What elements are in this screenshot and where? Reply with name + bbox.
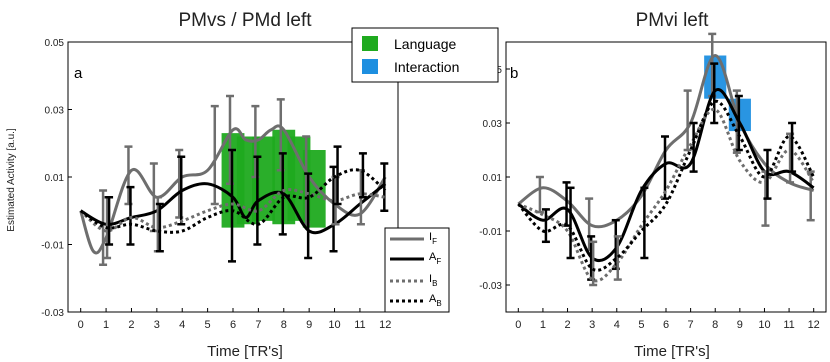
x-tick-label-a-4: 4 [179, 319, 185, 331]
legend-label-ib-sub: B [432, 279, 437, 288]
error-bar-ab-a-0 [105, 196, 114, 246]
x-tick-label-a-1: 1 [103, 319, 109, 331]
error-bar-af-b-4 [710, 62, 719, 125]
error-bar-ab-b-1 [566, 186, 575, 260]
error-bar-af-a-1 [177, 155, 186, 226]
x-tick-label-a-7: 7 [255, 319, 261, 331]
x-tick-label-b-4: 4 [614, 319, 620, 331]
y-tick-label-b-0: -0.03 [479, 281, 502, 292]
legend-interaction-label: Interaction [394, 59, 459, 75]
x-tick-label-a-6: 6 [230, 319, 236, 331]
error-bar-af-a-2 [228, 148, 236, 263]
error-bar-if-b-0 [535, 175, 544, 214]
error-bar-ab-a-3 [358, 152, 367, 199]
error-bar-ab-a-1 [155, 202, 164, 253]
panel-b: PMvi left b Time [TR's] 0 1 2 3 4 5 6 7 8 9 10 11 12… [479, 10, 827, 360]
line-legend: IF AF IB AB [384, 227, 450, 313]
x-axis-label-a: Time [TR's] [207, 343, 283, 360]
x-tick-label-a-9: 9 [306, 319, 312, 331]
legend-label-ab-sub: B [436, 299, 441, 308]
error-bar-af-a-5 [304, 172, 313, 260]
x-tick-label-b-10: 10 [758, 319, 770, 331]
panel-label-b: b [510, 65, 518, 82]
error-bar-af-a-7 [380, 162, 389, 212]
y-tick-label-a-4: 0.05 [45, 38, 65, 49]
x-tick-label-b-5: 5 [638, 319, 644, 331]
y-tick-label-a-1: -0.01 [41, 241, 64, 252]
x-tick-label-b-0: 0 [515, 319, 521, 331]
series-line-ab-b [517, 99, 816, 272]
y-tick-label-b-3: 0.03 [483, 119, 503, 130]
series-line-if-a [79, 124, 387, 255]
highlight-legend: Language Interaction [351, 27, 499, 83]
x-tick-label-b-2: 2 [564, 319, 570, 331]
series-line-ib-a [79, 188, 386, 233]
error-bar-ab-b-2 [640, 186, 649, 260]
x-tick-label-a-3: 3 [154, 319, 160, 331]
line-legend-box [384, 227, 450, 313]
error-bar-ab-b-5 [788, 121, 797, 173]
error-bar-af-a-0 [126, 185, 135, 246]
legend-language-swatch [362, 36, 378, 51]
series-line-ib-b [517, 107, 815, 283]
error-bar-ib-b-1 [613, 235, 622, 281]
error-bar-ab-b-0 [541, 208, 550, 244]
x-tick-label-b-12: 12 [808, 319, 820, 331]
legend-label-ib-main: I [429, 273, 432, 285]
x-tick-label-b-6: 6 [663, 319, 669, 331]
x-tick-label-a-12: 12 [379, 319, 391, 331]
series-line-ab-a [79, 168, 387, 234]
error-bar-af-a-4 [278, 152, 287, 236]
panel-a: PMvs / PMd left a Time [TR's] Estimated … [6, 10, 399, 360]
x-tick-label-b-1: 1 [540, 319, 546, 331]
error-bar-if-a-4 [210, 104, 219, 206]
x-tick-label-b-8: 8 [712, 319, 718, 331]
error-bar-if-a-0 [99, 189, 108, 266]
panel-label-a: a [74, 65, 83, 82]
legend-label-if-main: I [429, 231, 432, 243]
error-bar-ib-b-0 [589, 240, 598, 287]
x-tick-label-b-11: 11 [783, 319, 794, 331]
x-tick-label-a-8: 8 [281, 319, 287, 331]
legend-label-ib: IB [429, 273, 437, 288]
error-bar-ab-b-3 [689, 121, 698, 173]
y-axis-label-a: Estimated Activity [a.u.] [6, 128, 17, 232]
chart-title-a: PMvs / PMd left [178, 10, 312, 31]
y-tick-label-b-1: -0.01 [479, 227, 502, 238]
legend-label-ab: AB [429, 293, 442, 308]
x-tick-label-a-10: 10 [328, 319, 340, 331]
y-tick-label-a-0: -0.03 [41, 308, 64, 319]
legend-language-label: Language [394, 36, 457, 52]
x-tick-label-a-11: 11 [354, 319, 365, 331]
legend-interaction-swatch [362, 59, 378, 74]
y-tick-label-b-2: 0.01 [483, 173, 503, 184]
legend-label-af: AF [429, 251, 441, 266]
x-axis-label-b: Time [TR's] [634, 343, 710, 360]
error-bar-ab-b-4 [763, 148, 772, 200]
x-tick-label-a-5: 5 [205, 319, 211, 331]
x-tick-label-a-2: 2 [128, 319, 134, 331]
y-tick-label-a-3: 0.03 [45, 106, 65, 117]
legend-label-if: IF [429, 231, 437, 246]
error-bar-if-b-4 [732, 89, 741, 154]
chart-title-b: PMvi left [636, 10, 710, 31]
x-tick-label-a-0: 0 [78, 319, 84, 331]
legend-label-af-sub: F [436, 257, 441, 266]
legend-label-ab-main: A [429, 293, 437, 305]
error-bar-ab-a-2 [333, 145, 342, 206]
x-tick-label-b-3: 3 [589, 319, 595, 331]
y-tick-label-a-2: 0.01 [45, 173, 65, 184]
legend-label-af-main: A [429, 251, 437, 263]
error-bar-af-b-5 [734, 94, 743, 152]
error-bar-af-a-6 [329, 165, 338, 253]
x-tick-label-b-9: 9 [737, 319, 743, 331]
error-bar-af-a-3 [253, 155, 262, 246]
x-tick-label-b-7: 7 [688, 319, 694, 331]
plot-layer-a: 0 1 2 3 4 5 6 7 8 9 10 11 12-0.03-0.010.010.030.05 [41, 38, 391, 331]
legend-label-if-sub: F [432, 237, 437, 246]
